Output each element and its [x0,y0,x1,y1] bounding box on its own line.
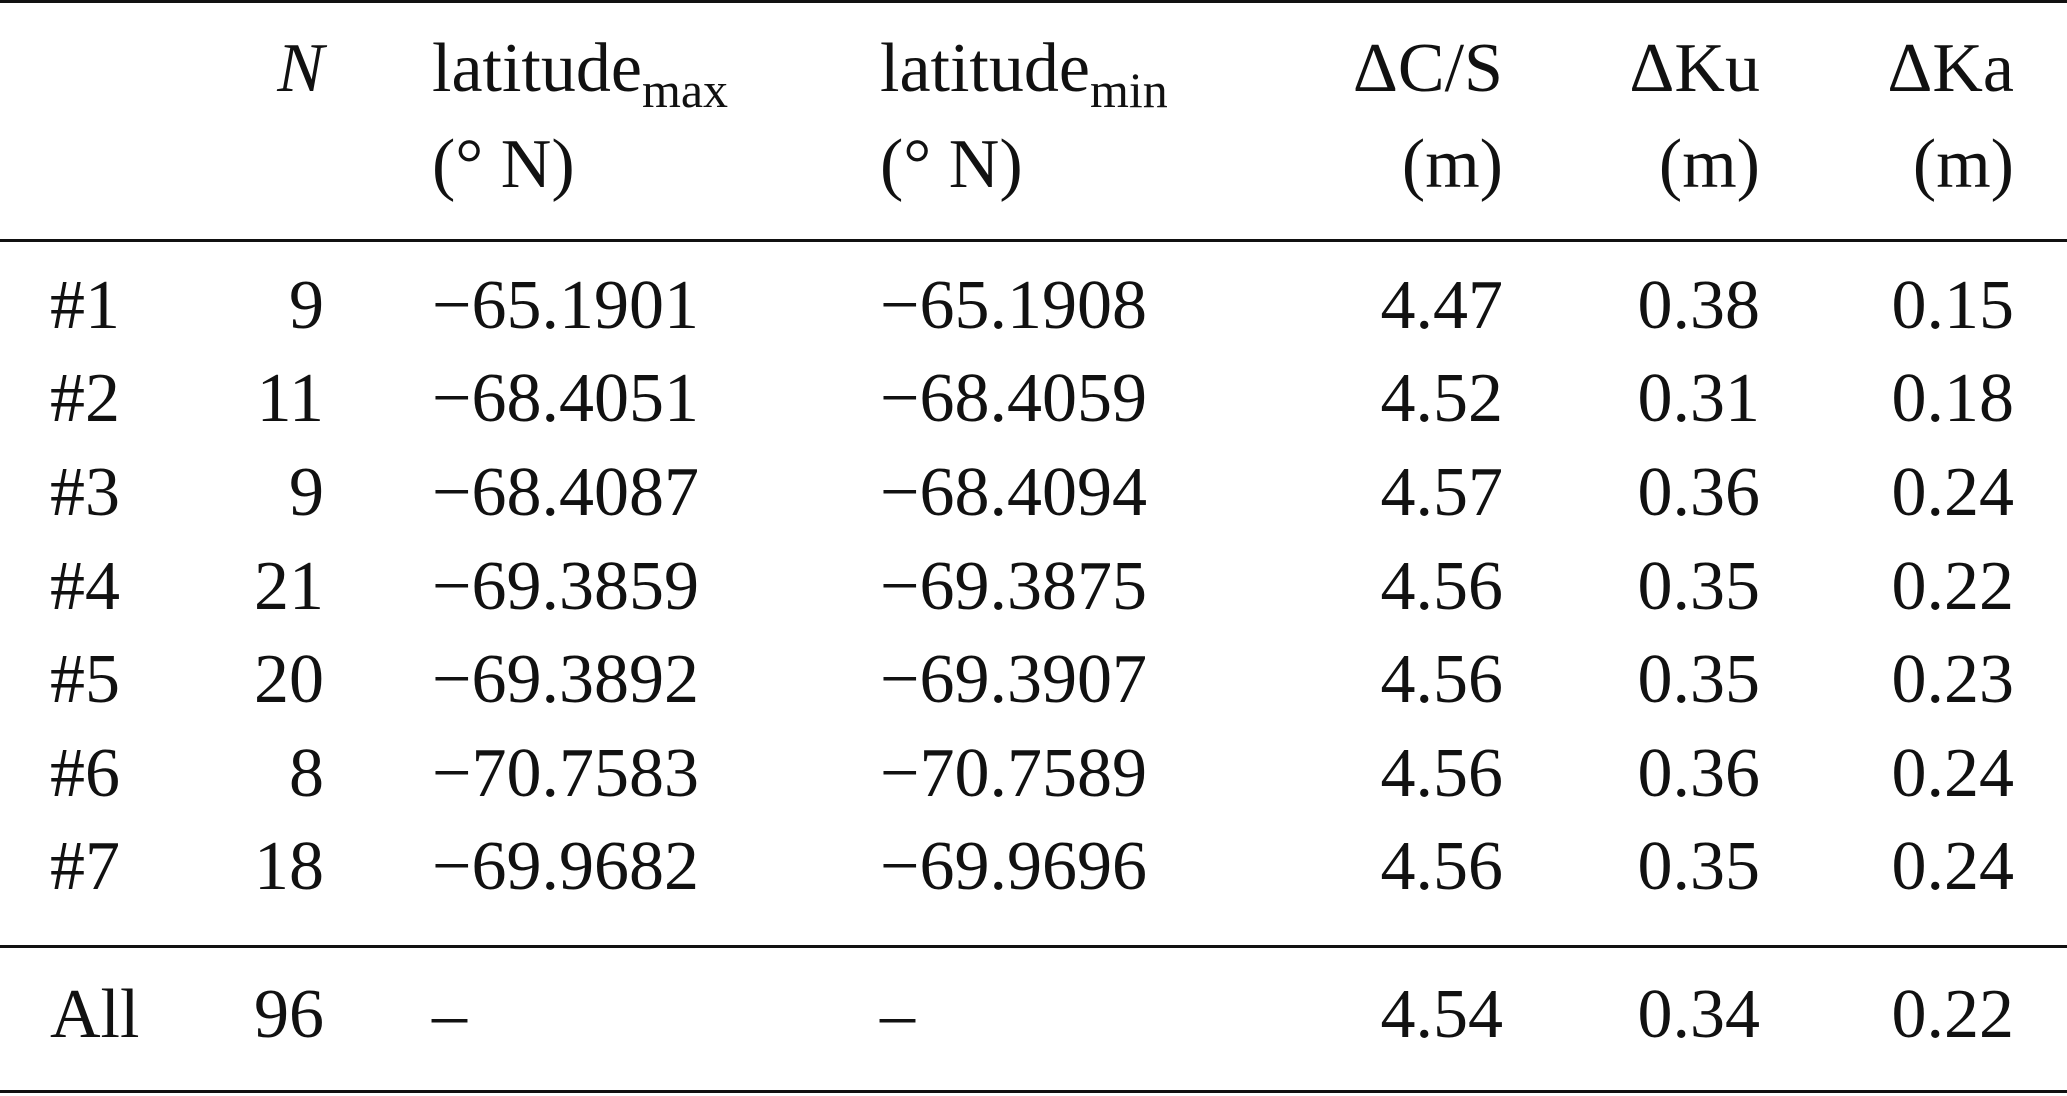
total-rule [0,945,2067,948]
total-cell: 96 [254,976,324,1053]
total-cell: – [880,976,915,1053]
header-unit: (m) [1401,126,1503,203]
header-cell: ΔKa [1887,29,2014,109]
table-cell: −65.1908 [880,267,1147,344]
header-text: latitude [432,30,642,107]
table-cell: −68.4087 [432,454,699,531]
table-cell: −65.1901 [432,267,699,344]
row-label: #2 [50,360,120,437]
header-text: latitude [880,30,1090,107]
header-text: ΔC/S [1352,30,1503,107]
total-cell: 0.22 [1891,976,2015,1053]
table-cell: 0.36 [1637,735,1761,812]
total-label: All [50,976,140,1053]
table-cell: 0.35 [1637,548,1761,625]
table-cell: −70.7583 [432,735,699,812]
table-cell: −70.7589 [880,735,1147,812]
table-cell: 8 [289,735,324,812]
header-unit: (m) [1912,126,2014,203]
table-cell: 0.35 [1637,828,1761,905]
header-text: ΔKu [1629,30,1760,107]
header-cell: ΔKu [1629,29,1760,109]
header-unit: (° N) [880,126,1023,203]
table-cell: 21 [254,548,324,625]
table-cell: 0.15 [1891,267,2015,344]
table-cell: −69.3859 [432,548,699,625]
row-label: #4 [50,548,120,625]
table-cell: 4.56 [1380,828,1504,905]
table-cell: 9 [289,267,324,344]
table-cell: −69.3875 [880,548,1147,625]
header-subscript: max [641,62,729,118]
table-cell: 4.56 [1380,735,1504,812]
table-cell: 0.24 [1891,454,2015,531]
table-cell: 4.47 [1380,267,1504,344]
header-cell: latitudemin [880,29,1168,115]
table-cell: 0.31 [1637,360,1761,437]
total-cell: 0.34 [1637,976,1761,1053]
table-cell: 4.56 [1380,641,1504,718]
table-cell: −69.3892 [432,641,699,718]
table-cell: −69.9696 [880,828,1147,905]
table-cell: 9 [289,454,324,531]
table-cell: 18 [254,828,324,905]
table-cell: −69.9682 [432,828,699,905]
table-cell: 0.35 [1637,641,1761,718]
header-cell: N [277,29,324,109]
table-cell: 11 [256,360,324,437]
row-label: #6 [50,735,120,812]
header-text: ΔKa [1887,30,2014,107]
header-unit: (° N) [432,126,575,203]
header-rule [0,239,2067,242]
table-cell: −68.4059 [880,360,1147,437]
row-label: #7 [50,828,120,905]
table-cell: 4.57 [1380,454,1504,531]
header-text: N [277,30,324,107]
table-cell: −69.3907 [880,641,1147,718]
top-rule [0,0,2067,3]
header-subscript: min [1089,62,1168,118]
row-label: #5 [50,641,120,718]
row-label: #3 [50,454,120,531]
table-cell: −68.4051 [432,360,699,437]
table-cell: 0.36 [1637,454,1761,531]
table-cell: 0.18 [1891,360,2015,437]
total-cell: – [432,976,467,1053]
table-cell: 20 [254,641,324,718]
table-cell: 4.56 [1380,548,1504,625]
table-cell: 0.24 [1891,828,2015,905]
header-cell: latitudemax [432,29,728,115]
total-cell: 4.54 [1380,976,1504,1053]
table-cell: 0.23 [1891,641,2015,718]
bottom-rule [0,1090,2067,1093]
table-cell: 0.38 [1637,267,1761,344]
table-cell: 0.24 [1891,735,2015,812]
header-cell: ΔC/S [1353,29,1503,109]
header-unit: (m) [1658,126,1760,203]
table-cell: 4.52 [1380,360,1504,437]
table-cell: −68.4094 [880,454,1147,531]
table-cell: 0.22 [1891,548,2015,625]
row-label: #1 [50,267,120,344]
